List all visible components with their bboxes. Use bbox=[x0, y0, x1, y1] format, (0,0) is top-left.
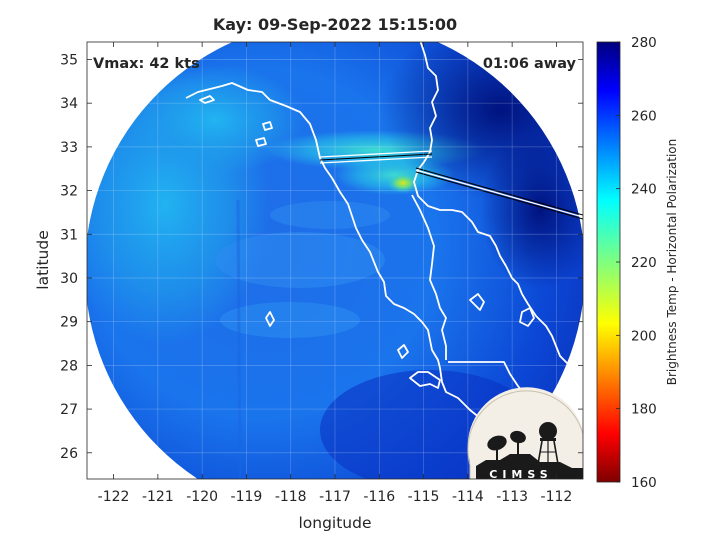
x-tick-label: -117 bbox=[319, 489, 351, 505]
colorbar-tick-label: 220 bbox=[631, 255, 657, 271]
y-tick-label: 32 bbox=[60, 184, 78, 200]
x-axis: -122 -121 -120 -119 -118 -117 -116 -115 -114 -113… bbox=[98, 42, 573, 505]
time-away-annotation: 01:06 away bbox=[483, 56, 577, 72]
x-tick-label: -116 bbox=[363, 489, 395, 505]
y-tick-label: 31 bbox=[60, 227, 78, 243]
colorbar-ticks: 280 260 240 220 200 180 160 bbox=[616, 35, 657, 491]
colorbar-tick-label: 200 bbox=[631, 328, 657, 344]
cimss-logo: CIMSS bbox=[467, 387, 583, 481]
y-axis: 35 34 33 32 31 30 29 28 27 26 bbox=[60, 52, 583, 462]
y-tick-label: 35 bbox=[60, 52, 78, 68]
colorbar-tick-label: 180 bbox=[631, 402, 657, 418]
y-tick-label: 33 bbox=[60, 140, 78, 156]
x-tick-label: -118 bbox=[275, 489, 307, 505]
international-border bbox=[319, 153, 583, 220]
x-tick-label: -112 bbox=[541, 489, 573, 505]
vmax-annotation: Vmax: 42 kts bbox=[93, 56, 200, 72]
y-tick-label: 26 bbox=[60, 446, 78, 462]
colorbar-label: Brightness Temp - Horizontal Polarizatio… bbox=[665, 139, 679, 386]
colorbar-tick-label: 240 bbox=[631, 182, 657, 198]
colorbar-tick-label: 280 bbox=[631, 35, 657, 51]
colorbar-tick-label: 160 bbox=[631, 475, 657, 491]
x-tick-label: -121 bbox=[142, 489, 174, 505]
x-tick-label: -119 bbox=[231, 489, 263, 505]
logo-text: CIMSS bbox=[489, 468, 552, 481]
x-tick-label: -122 bbox=[98, 489, 130, 505]
x-axis-label: longitude bbox=[298, 514, 371, 532]
colorbar-tick-label: 260 bbox=[631, 108, 657, 124]
y-tick-label: 29 bbox=[60, 315, 78, 331]
x-tick-label: -115 bbox=[408, 489, 440, 505]
x-tick-label: -113 bbox=[496, 489, 528, 505]
y-tick-label: 28 bbox=[60, 358, 78, 374]
y-tick-label: 34 bbox=[60, 96, 78, 112]
x-tick-label: -114 bbox=[452, 489, 484, 505]
y-tick-label: 30 bbox=[60, 271, 78, 287]
y-tick-label: 27 bbox=[60, 402, 78, 418]
x-tick-label: -120 bbox=[186, 489, 218, 505]
y-axis-label: latitude bbox=[34, 230, 52, 289]
chart-title: Kay: 09-Sep-2022 15:15:00 bbox=[213, 15, 457, 34]
